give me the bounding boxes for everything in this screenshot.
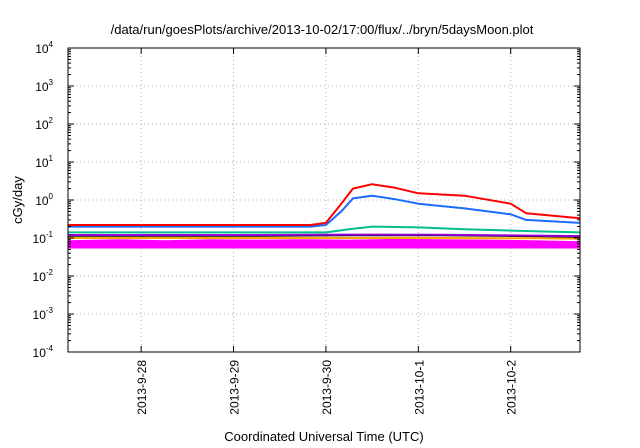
y-tick-label: 100 <box>35 192 53 208</box>
y-tick-label: 101 <box>35 154 53 170</box>
series-line <box>68 225 581 234</box>
y-axis: 10-4 10-3 10-2 10-1 100 101 102 103 104 <box>33 40 580 360</box>
y-tick-label: 102 <box>35 116 53 132</box>
series-line <box>68 237 581 240</box>
x-tick-label: 2013-9-28 <box>135 360 149 415</box>
y-tick-label: 104 <box>35 40 53 56</box>
x-tick-label: 2013-9-30 <box>320 360 334 415</box>
y-tick-label: 10-4 <box>33 344 54 360</box>
chart-title: /data/run/goesPlots/archive/2013-10-02/1… <box>111 22 534 37</box>
x-axis: 2013-9-28 2013-9-29 2013-9-30 2013-10-1 2013… <box>135 48 519 415</box>
series-line <box>68 233 581 238</box>
y-tick-label: 10-2 <box>33 268 54 284</box>
y-tick-label: 103 <box>35 78 53 94</box>
series-line <box>68 183 581 226</box>
y-axis-label: cGy/day <box>10 176 25 224</box>
x-axis-label: Coordinated Universal Time (UTC) <box>224 429 423 444</box>
x-tick-label: 2013-9-29 <box>228 360 242 415</box>
x-tick-label: 2013-10-1 <box>412 360 426 415</box>
x-tick-label: 2013-10-2 <box>505 360 519 415</box>
y-tick-label: 10-3 <box>33 306 54 322</box>
series-line <box>68 194 581 228</box>
chart-grid <box>68 48 580 352</box>
y-tick-label: 10-1 <box>33 230 54 246</box>
series-band <box>67 238 581 249</box>
chart-series-layer <box>67 183 581 249</box>
